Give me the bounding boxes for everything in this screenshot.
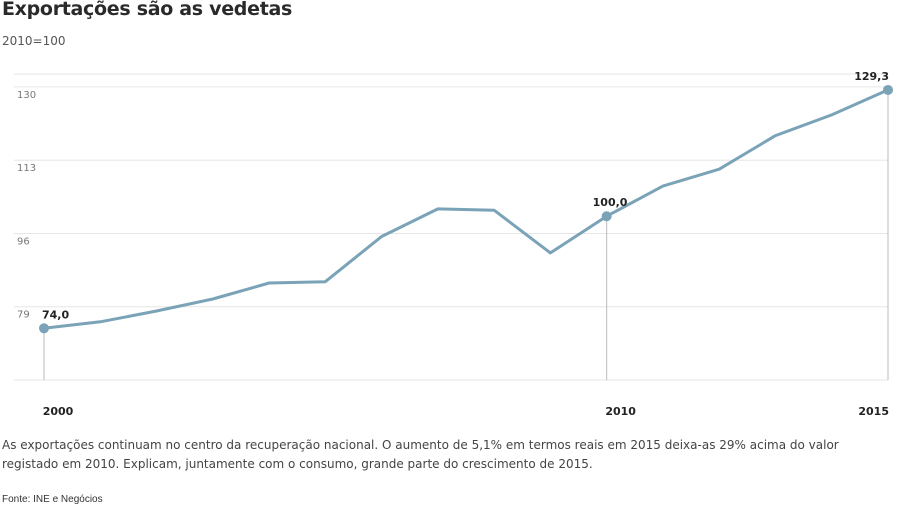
data-label-2000: 74,0 (42, 308, 69, 321)
y-tick-label: 96 (17, 236, 30, 247)
series-line (42, 88, 890, 330)
chart-title: Exportações são as vedetas (2, 0, 293, 20)
x-tick-label-2000: 2000 (43, 405, 74, 418)
y-tick-label: 79 (17, 310, 30, 321)
y-tick-label: 130 (17, 90, 36, 101)
chart-subtitle: 2010=100 (2, 34, 66, 48)
highlight-marker-2015 (883, 84, 893, 95)
x-tick-label-2010: 2010 (605, 405, 636, 418)
highlight-marker-2000 (39, 323, 49, 334)
x-tick-label-2015: 2015 (858, 405, 889, 418)
data-label-2010: 100,0 (593, 196, 628, 209)
chart-caption: As exportações continuam no centro da re… (2, 438, 839, 471)
chart-source: Fonte: INE e Negócios (2, 494, 103, 505)
data-label-2015: 129,3 (854, 70, 889, 83)
y-tick-label: 113 (17, 163, 36, 174)
line-chart: 79 96 113 130 2000 2010 2015 74,0 100,0 129,3 (14, 70, 893, 418)
highlight-marker-2010 (601, 211, 612, 222)
